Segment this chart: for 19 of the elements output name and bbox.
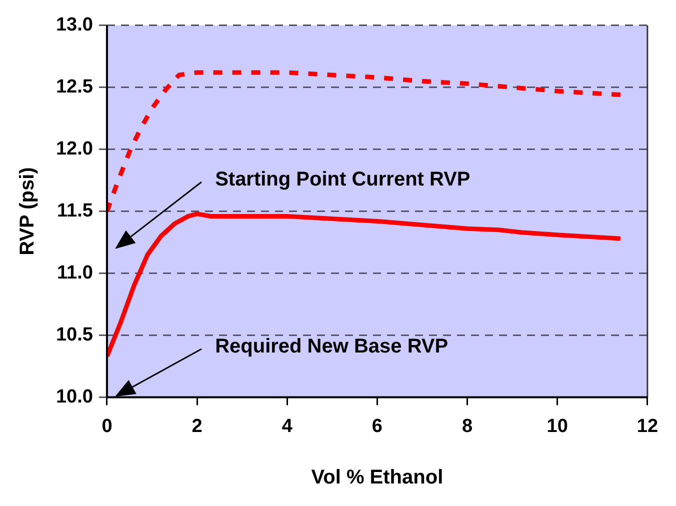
x-tick-label: 12 — [636, 416, 658, 437]
y-tick-label: 12.0 — [56, 138, 93, 160]
y-tick-label: 11.5 — [57, 200, 94, 222]
annotation: Starting Point Current RVP — [215, 168, 470, 192]
x-tick-label: 6 — [372, 416, 382, 437]
x-tick-label: 8 — [462, 416, 473, 437]
line-series — [106, 70, 623, 214]
annotation: Required New Base RVP — [215, 336, 448, 358]
y-tick-label: 12.5 — [56, 76, 94, 98]
x-tick-label: 4 — [282, 416, 293, 437]
x-tick-label: 0 — [102, 416, 112, 437]
x-axis-title: Vol % Ethanol — [311, 466, 444, 489]
x-tick-label: 10 — [546, 416, 568, 437]
y-tick-label: 11.0 — [57, 262, 93, 284]
y-tick-label: 13.0 — [56, 14, 93, 36]
x-tick-label: 2 — [192, 416, 202, 437]
y-tick-label: 10.0 — [56, 386, 93, 408]
y-axis-title: RVP (psi) — [16, 167, 39, 256]
y-tick-label: 10.5 — [56, 324, 94, 346]
